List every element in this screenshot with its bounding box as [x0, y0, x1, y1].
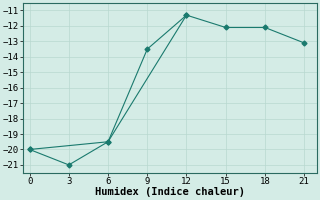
X-axis label: Humidex (Indice chaleur): Humidex (Indice chaleur): [95, 187, 245, 197]
